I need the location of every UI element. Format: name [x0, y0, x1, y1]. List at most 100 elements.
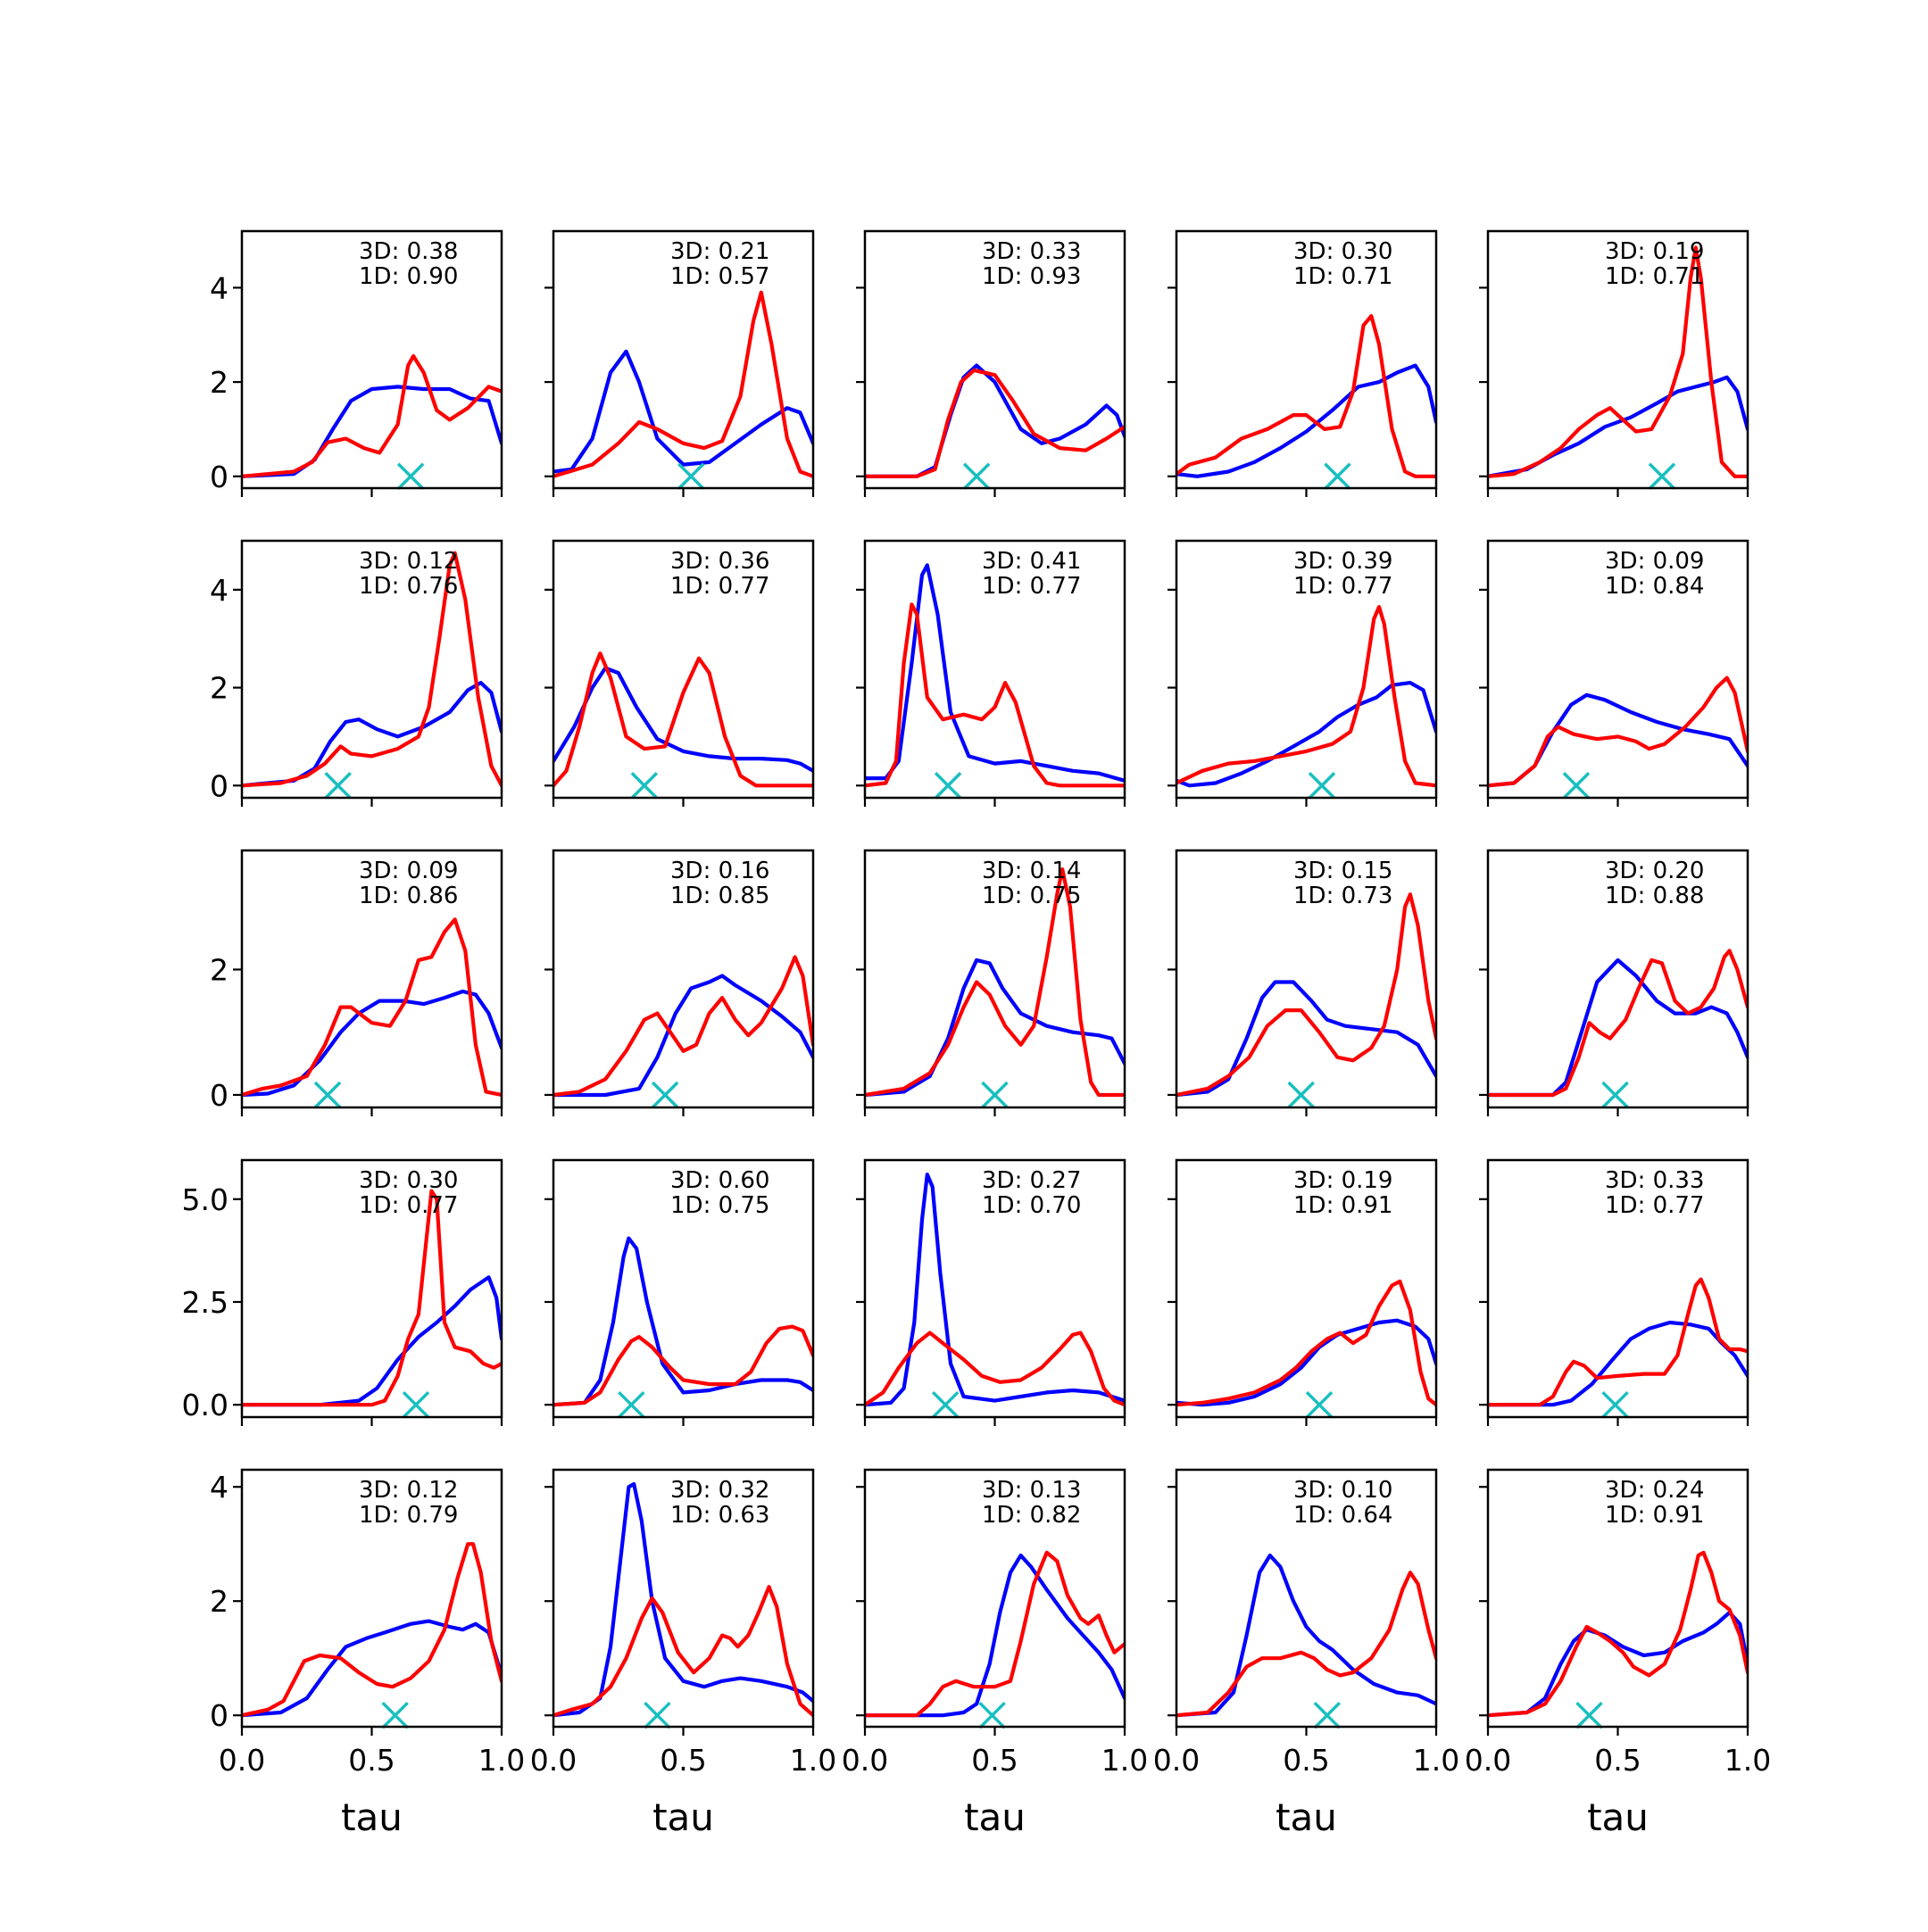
- red-series-line: [553, 290, 813, 478]
- x-marker-stroke-b: [644, 1701, 671, 1729]
- annotation-1d: 1D: 0.70: [982, 1192, 1081, 1219]
- x-marker-stroke-b: [934, 772, 962, 800]
- x-tick-label: 1.0: [1413, 1743, 1459, 1778]
- x-tick-label: 0.0: [530, 1743, 577, 1778]
- red-series-line: [865, 1331, 1125, 1407]
- x-marker: [324, 772, 352, 800]
- red-series-line: [242, 353, 502, 478]
- series-group: [553, 651, 813, 788]
- x-marker-stroke-b: [978, 1701, 1006, 1729]
- x-tick-label: 0.0: [842, 1743, 888, 1778]
- x-marker-stroke-b: [381, 1701, 409, 1729]
- x-marker-stroke-b: [1601, 1390, 1629, 1419]
- annotation-3d: 3D: 0.20: [1605, 858, 1704, 884]
- red-series-line: [1488, 1550, 1748, 1718]
- x-marker-stroke-b: [313, 1081, 342, 1109]
- blue-series-line: [553, 666, 813, 773]
- annotation-1d: 1D: 0.71: [1605, 263, 1704, 290]
- blue-series-line: [865, 563, 1125, 783]
- x-tick-label: 0.5: [1283, 1743, 1329, 1778]
- x-marker-stroke-b: [981, 1081, 1009, 1109]
- annotation-1d: 1D: 0.63: [670, 1502, 769, 1529]
- blue-series-line: [553, 1481, 813, 1718]
- annotation-1d: 1D: 0.91: [1293, 1192, 1392, 1219]
- red-series-line: [1176, 1571, 1436, 1718]
- x-marker: [1575, 1701, 1603, 1729]
- y-tick-label: 0: [210, 1698, 229, 1733]
- annotation-1d: 1D: 0.85: [670, 883, 769, 909]
- x-tick-label: 0.5: [660, 1743, 706, 1778]
- annotation-1d: 1D: 0.84: [1605, 573, 1704, 600]
- series-group: [1176, 892, 1436, 1098]
- series-group: [865, 563, 1125, 788]
- annotation-3d: 3D: 0.41: [982, 548, 1081, 575]
- x-marker: [978, 1701, 1006, 1729]
- blue-series-line: [1176, 363, 1436, 478]
- annotation-3d: 3D: 0.33: [982, 238, 1081, 265]
- red-series-line: [242, 551, 502, 788]
- blue-series-line: [242, 1619, 502, 1718]
- x-marker-stroke-b: [324, 772, 352, 800]
- x-tick-label: 0.5: [348, 1743, 395, 1778]
- annotation-3d: 3D: 0.13: [982, 1477, 1081, 1504]
- x-marker: [1601, 1081, 1629, 1109]
- annotation-1d: 1D: 0.79: [359, 1502, 458, 1529]
- blue-series-line: [1488, 375, 1748, 478]
- x-marker: [630, 772, 659, 800]
- blue-series-line: [242, 681, 502, 788]
- series-group: [865, 1173, 1125, 1407]
- x-axis-label: tau: [652, 1795, 714, 1839]
- x-marker: [677, 462, 705, 491]
- series-group: [242, 1189, 502, 1407]
- blue-series-line: [865, 1553, 1125, 1718]
- x-tick-label: 1.0: [478, 1743, 525, 1778]
- annotation-3d: 3D: 0.32: [670, 1477, 769, 1504]
- y-tick-label: 0: [210, 460, 229, 494]
- red-series-line: [553, 651, 813, 788]
- annotation-3d: 3D: 0.30: [359, 1167, 458, 1194]
- series-group: [1176, 1553, 1436, 1718]
- series-group: [865, 363, 1125, 478]
- series-group: [1488, 949, 1748, 1098]
- annotation-1d: 1D: 0.75: [982, 883, 1081, 909]
- y-tick-label: 2: [210, 671, 229, 706]
- annotation-3d: 3D: 0.14: [982, 858, 1081, 884]
- red-series-line: [1488, 1277, 1748, 1407]
- x-marker-stroke-b: [618, 1390, 645, 1419]
- y-tick-label: 4: [210, 270, 229, 305]
- x-axis-label: tau: [341, 1795, 403, 1839]
- y-tick-label: 0: [210, 1078, 229, 1113]
- x-marker-stroke-b: [677, 462, 705, 491]
- blue-series-line: [1176, 681, 1436, 788]
- red-series-line: [865, 602, 1125, 788]
- blue-series-line: [553, 974, 813, 1098]
- x-marker: [651, 1081, 679, 1109]
- series-group: [242, 917, 502, 1098]
- red-series-line: [1488, 245, 1748, 478]
- series-group: [865, 1550, 1125, 1718]
- x-tick-label: 0.0: [1153, 1743, 1200, 1778]
- series-group: [242, 353, 502, 478]
- annotation-1d: 1D: 0.76: [359, 573, 458, 600]
- blue-series-line: [242, 989, 502, 1098]
- annotation-3d: 3D: 0.12: [359, 548, 458, 575]
- annotation-1d: 1D: 0.77: [359, 1192, 458, 1219]
- annotation-3d: 3D: 0.33: [1605, 1167, 1704, 1194]
- y-tick-label: 2: [210, 1584, 229, 1619]
- x-axis-label: tau: [964, 1795, 1026, 1839]
- annotation-3d: 3D: 0.30: [1293, 238, 1392, 265]
- y-tick-label: 0.0: [182, 1388, 229, 1422]
